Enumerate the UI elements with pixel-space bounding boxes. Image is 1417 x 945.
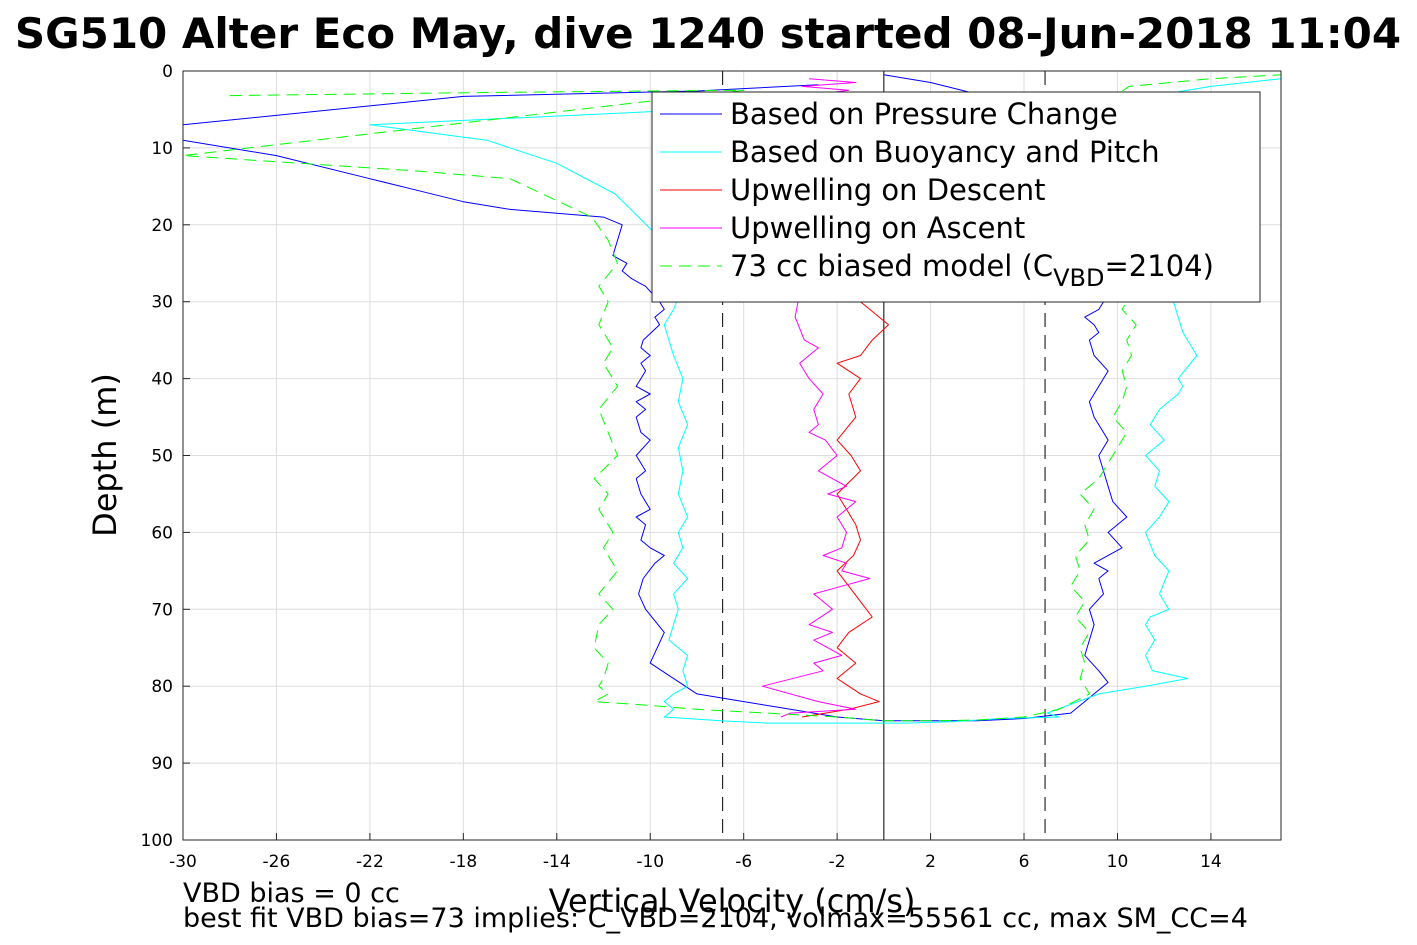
y-tick-label: 60	[151, 523, 173, 543]
legend-label: Based on Pressure Change	[730, 97, 1118, 131]
y-tick-label: 40	[151, 370, 173, 390]
x-tick-label: -26	[263, 852, 291, 872]
series-line-4	[761, 78, 871, 718]
x-tick-label: 6	[1019, 852, 1030, 872]
x-tick-label: -22	[356, 852, 384, 872]
legend-label: 73 cc biased model (CVBD=2104)	[730, 249, 1214, 292]
x-tick-label: -14	[543, 852, 571, 872]
legend-label-text: Upwelling on Ascent	[730, 211, 1025, 245]
vbd-bias-note: VBD bias = 0 cc	[183, 878, 400, 909]
x-axis-label: Vertical Velocity (cm/s)	[549, 882, 916, 920]
x-tick-label: 2	[925, 852, 936, 872]
legend: Based on Pressure Change Based on Buoyanc…	[651, 91, 1261, 303]
y-tick-label: 10	[151, 139, 173, 159]
legend-box	[651, 91, 1261, 303]
x-tick-label: -6	[735, 852, 752, 872]
y-ticks: 0 10 20 30 40 50 60 70 80 90 100	[141, 62, 190, 851]
chart-title: SG510 Alter Eco May, dive 1240 started 0…	[15, 9, 1401, 58]
legend-label-text: Based on Buoyancy and Pitch	[730, 135, 1160, 169]
legend-label: Upwelling on Descent	[730, 173, 1046, 207]
x-tick-label: -18	[449, 852, 477, 872]
x-tick-label: -2	[829, 852, 846, 872]
legend-label: Based on Buoyancy and Pitch	[730, 135, 1160, 169]
y-tick-label: 80	[151, 677, 173, 697]
x-tick-label: 10	[1107, 852, 1129, 872]
legend-label-suffix: =2104)	[1105, 249, 1214, 283]
x-ticks: -30 -26 -22 -18 -14 -10 -6 -2 2 6 10 14	[169, 833, 1222, 872]
y-tick-label: 30	[151, 293, 173, 313]
y-tick-label: 70	[151, 600, 173, 620]
x-tick-label: -10	[636, 852, 664, 872]
y-axis-label: Depth (m)	[86, 373, 124, 537]
legend-label-text: 73 cc biased model (C	[730, 249, 1053, 283]
y-tick-label: 100	[141, 831, 173, 851]
legend-label-subscript: VBD	[1053, 264, 1104, 292]
legend-label: Upwelling on Ascent	[730, 211, 1025, 245]
y-tick-label: 20	[151, 216, 173, 236]
legend-label-text: Upwelling on Descent	[730, 173, 1046, 207]
y-tick-label: 0	[162, 62, 173, 82]
x-tick-label: 14	[1200, 852, 1222, 872]
y-tick-label: 90	[151, 754, 173, 774]
x-tick-label: -30	[169, 852, 197, 872]
legend-label-text: Based on Pressure Change	[730, 97, 1118, 131]
series-line-5	[182, 74, 1282, 722]
y-tick-label: 50	[151, 447, 173, 467]
best-fit-note: best fit VBD bias=73 implies: C_VBD=2104…	[183, 903, 1248, 934]
